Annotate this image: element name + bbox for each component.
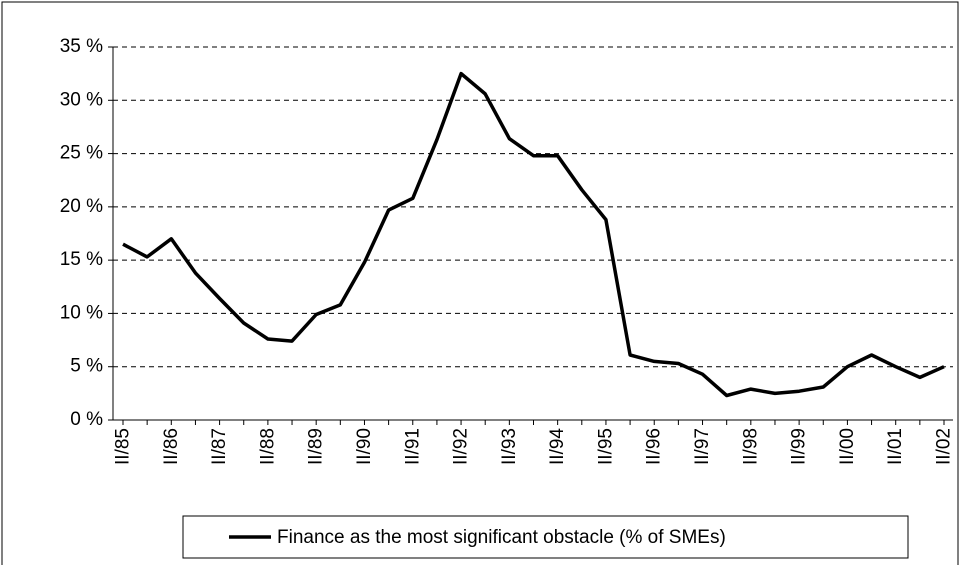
x-tick-label: II/91 <box>402 428 423 465</box>
x-tick-label: II/96 <box>644 428 665 465</box>
x-tick-label: II/98 <box>740 428 761 465</box>
x-tick-label: II/89 <box>306 428 327 465</box>
y-tick-label: 10 % <box>60 302 103 323</box>
y-tick-label: 35 % <box>60 36 103 57</box>
x-tick-label: II/97 <box>692 428 713 465</box>
y-tick-label: 5 % <box>70 356 103 377</box>
x-tick-label: II/90 <box>354 428 375 465</box>
x-tick-label: II/88 <box>257 428 278 465</box>
y-tick-label: 30 % <box>60 89 103 110</box>
x-tick-label: II/92 <box>451 428 472 465</box>
x-tick-label: II/99 <box>789 428 810 465</box>
legend-box <box>182 515 909 559</box>
legend: Finance as the most significant obstacle… <box>182 515 909 559</box>
x-tick-label: II/86 <box>161 428 182 465</box>
x-tick-label: II/94 <box>547 428 568 465</box>
y-tick-label: 20 % <box>60 196 103 217</box>
legend-label: Finance as the most significant obstacle… <box>277 527 726 548</box>
x-tick-label: II/87 <box>209 428 230 465</box>
x-tick-label: II/85 <box>113 428 134 465</box>
x-tick-label: II/00 <box>837 428 858 465</box>
series-line <box>122 71 945 398</box>
y-tick-label: 25 % <box>60 143 103 164</box>
x-tick-label: II/93 <box>499 428 520 465</box>
x-tick-label: II/02 <box>934 428 955 465</box>
x-tick-label: II/95 <box>595 428 616 465</box>
y-tick-label: 15 % <box>60 249 103 270</box>
y-tick-label: 0 % <box>70 409 103 430</box>
x-tick-label: II/01 <box>885 428 906 465</box>
